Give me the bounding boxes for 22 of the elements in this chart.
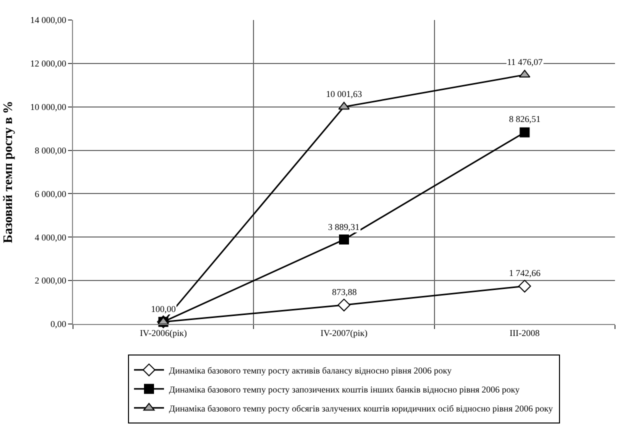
y-tick-label: 10 000,00: [30, 102, 67, 112]
y-tick-label: 14 000,00: [30, 15, 67, 26]
x-tick-label: III-2008: [510, 328, 540, 338]
y-tick-label: 6 000,00: [34, 188, 67, 199]
y-tick-label: 4 000,00: [34, 232, 67, 242]
x-tick-label: IV-2007(рік): [320, 328, 368, 338]
data-label: 8 826,51: [509, 114, 540, 124]
data-label: 11 476,07: [507, 57, 544, 67]
y-tick-label: 8 000,00: [34, 145, 67, 156]
y-tick-label: 2 000,00: [34, 276, 67, 286]
y-tick-label: 12 000,00: [30, 58, 67, 69]
legend-label: Динаміка базового темпу росту обсягів залучених коштів юридичних осіб відносно рівня 2006 року: [169, 403, 554, 414]
data-label: 873,88: [332, 287, 358, 297]
legend-label: Динаміка базового темпу росту запозичених коштів інших банків відносно рівня 2006 року: [169, 384, 520, 394]
y-axis-title: Базовий темп росту в %: [0, 100, 15, 244]
x-tick-label: IV-2006(рік): [140, 328, 187, 338]
data-label: 100,00: [151, 304, 176, 314]
data-label: 10 001,63: [326, 89, 362, 99]
data-label: 3 889,31: [328, 222, 360, 232]
y-tick-label: 0,00: [50, 319, 67, 330]
legend-label: Динаміка базового темпу росту активів балансу відносно рівня 2006 року: [169, 365, 452, 376]
data-label: 1 742,66: [509, 268, 541, 278]
